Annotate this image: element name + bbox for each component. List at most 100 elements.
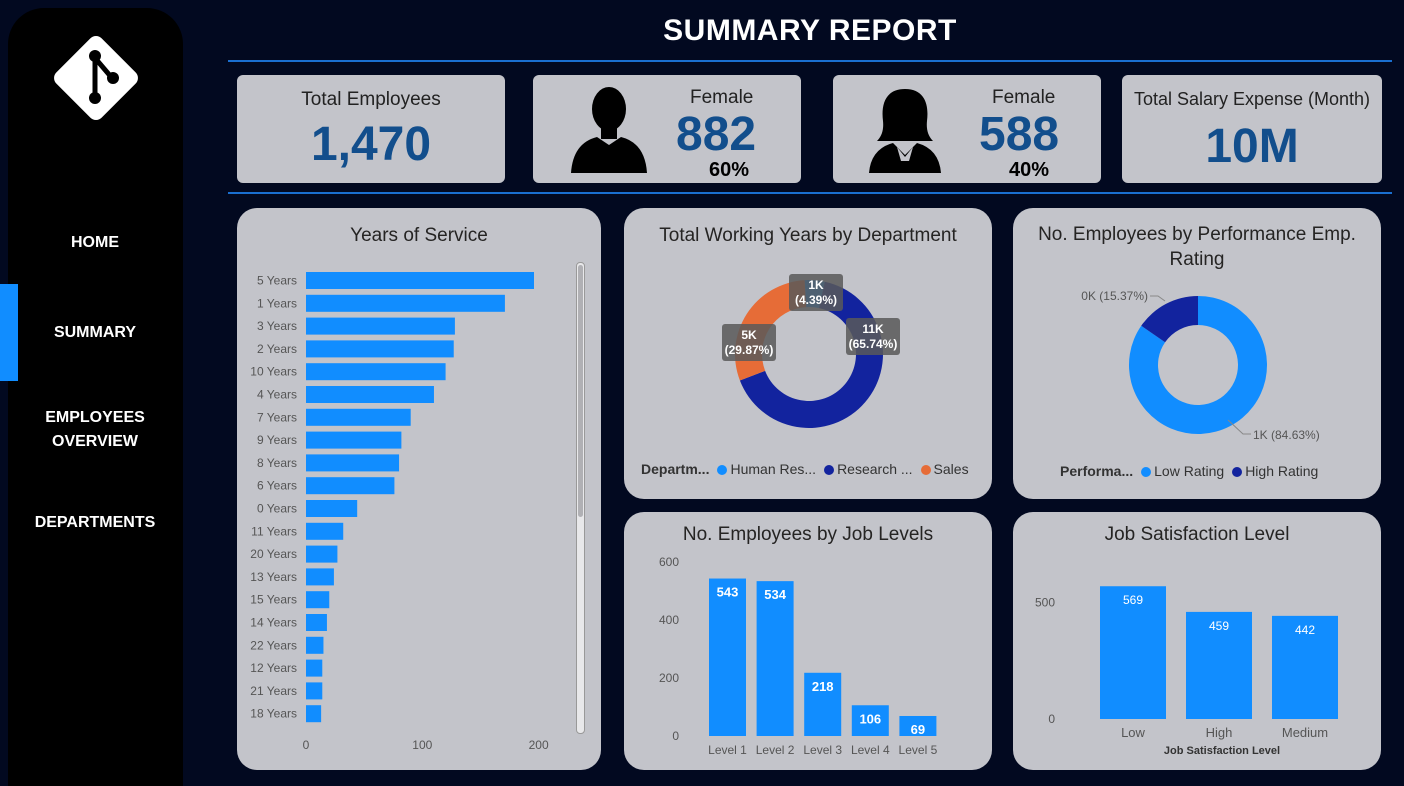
bar [306,522,344,540]
bar [306,636,324,654]
nav-departments[interactable]: DEPARTMENTS [34,514,156,531]
leader-line [1150,295,1166,302]
legend-item[interactable]: Low Rating [1154,463,1225,479]
data-label: 543 [717,585,739,600]
y-tick-label: 18 Years [250,707,297,721]
job-levels-card: No. Employees by Job Levels 0 200 400 600 54… [624,512,992,770]
male-person-icon [571,87,647,173]
performance-card: No. Employees by Performance Emp. Rating… [1013,208,1381,499]
kpi-percentage: 60% [709,159,750,181]
y-tick-label: 5 Years [257,274,297,288]
y-tick-label: 7 Years [257,410,297,424]
card-title: Years of Service [350,225,488,246]
y-tick-label: 21 Years [250,684,297,698]
x-axis-label: Job Satisfaction Level [1164,745,1280,757]
bar [306,659,323,677]
x-tick-label: 200 [529,738,549,752]
data-label-box [789,274,843,311]
bar [306,386,434,403]
working-years-donut: 1K(4.39%) 11K(65.74%) 5K(29.87%) [722,274,900,428]
data-label: 569 [1123,593,1143,607]
bar [306,272,534,289]
x-tick-label: Level 2 [756,743,795,757]
y-tick-label: 1 Years [257,296,297,310]
scrollbar[interactable] [576,262,585,734]
y-tick-label: 0 [1048,712,1055,726]
years-of-service-chart: 5 Years 1 Years 3 Years 2 Years 10 Years 4 Ye… [250,272,549,752]
bar [1100,586,1166,719]
bar [899,715,937,736]
data-label: (65.74%) [849,337,898,351]
data-label: 11K [862,322,884,336]
y-tick-label: 22 Years [250,638,297,652]
legend-item[interactable]: Sales [933,461,969,477]
bar [306,454,400,472]
years-of-service-card: Years of Service 5 Years 1 Years 3 Years 2 … [237,208,601,770]
scrollbar-thumb[interactable] [578,265,583,517]
kpi-value: 588 [979,108,1060,161]
kpi-label: Total Employees [301,89,441,110]
y-tick-label: 20 Years [250,547,297,561]
card-title: No. Employees by Performance Emp. Rating [1013,222,1381,272]
kpi-divider [228,192,1392,194]
legend-dot [1232,467,1243,477]
y-tick-label: 3 Years [257,319,297,333]
nav-employees-overview[interactable]: EMPLOYEES OVERVIEW [0,406,190,454]
bar [306,340,454,358]
data-label-box [722,324,776,361]
kpi-percentage: 40% [1009,159,1050,181]
bar [306,568,334,586]
kpi-value: 10M [1205,120,1299,173]
kpi-value: 882 [676,108,757,161]
bar [306,477,395,495]
performance-donut: 1K (84.63%) 0K (15.37%) [1081,289,1320,442]
y-tick-label: 2 Years [257,342,297,356]
y-tick-label: 600 [659,555,679,569]
x-tick-label: Level 5 [899,743,938,757]
legend-dot [920,465,931,475]
kpi-value: 1,470 [310,118,432,171]
working-years-card: Total Working Years by Department 1K (4.3… [624,208,992,499]
data-label: 5K [741,328,757,342]
card-title: Total Working Years by Department [659,225,957,246]
y-tick-label: 14 Years [250,616,297,630]
legend-dot [717,465,728,475]
x-tick-label: Medium [1282,725,1328,740]
nav-active-indicator [0,284,18,381]
female-person-icon [869,89,941,173]
donut-slice [1141,296,1198,343]
legend-item[interactable]: Human Res... [730,461,817,477]
bar [306,363,446,381]
data-label: 0K (15.37%) [1081,289,1148,303]
bar [1272,615,1338,719]
nav-home[interactable]: HOME [71,234,119,251]
job-levels-chart: 0 200 400 600 543 Level 1 534 Level 2 218 Level 3… [659,555,938,757]
legend-item[interactable]: High Rating [1245,463,1319,479]
legend-item[interactable]: Research ... [837,461,913,477]
y-tick-label: 400 [659,613,679,627]
performance-legend: Performa... Low Rating High Rating [1060,463,1318,479]
y-tick-label: 200 [659,671,679,685]
y-tick-label: 13 Years [250,570,297,584]
bar [306,500,358,517]
y-tick-label: 10 Years [250,365,297,379]
data-label: 1K [808,278,824,292]
bar [306,614,327,631]
data-label: 534 [764,587,786,602]
kpi-salary-expense: Total Salary Expense (Month) 10M [1122,75,1382,183]
kpi-label: Female [690,87,754,108]
y-tick-label: 12 Years [250,661,297,675]
data-label: 1K (84.63%) [1253,428,1320,442]
nav-summary[interactable]: SUMMARY [53,324,137,341]
legend-title: Departm... [641,461,710,477]
legend-dot [824,465,835,475]
nav-employees-line1: EMPLOYEES [45,409,145,426]
data-label: (4.39%) [795,293,837,307]
y-tick-label: 0 [672,729,679,743]
x-tick-label: Level 4 [851,743,890,757]
legend-dot [1141,467,1152,477]
bar [306,431,402,449]
nav-employees-line2: OVERVIEW [52,433,138,450]
y-tick-label: 9 Years [257,433,297,447]
